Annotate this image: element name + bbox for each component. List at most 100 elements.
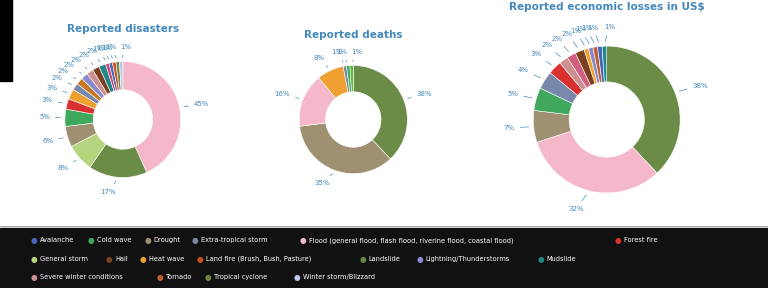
Text: Flood (general flood, flash flood, riverine flood, coastal flood): Flood (general flood, flash flood, river… xyxy=(309,237,513,244)
Text: ●: ● xyxy=(197,255,204,264)
Text: 16%: 16% xyxy=(274,92,299,98)
Text: Mudslide: Mudslide xyxy=(547,256,577,262)
Text: Land fire (Brush, Bush, Pasture): Land fire (Brush, Bush, Pasture) xyxy=(206,256,311,262)
Text: 2%: 2% xyxy=(551,36,568,52)
Wedge shape xyxy=(537,131,657,193)
Text: 38%: 38% xyxy=(680,83,708,91)
Text: 2%: 2% xyxy=(58,68,76,79)
Wedge shape xyxy=(319,66,348,98)
Text: 1%: 1% xyxy=(92,46,105,60)
Text: 1%: 1% xyxy=(581,25,594,43)
Text: 8%: 8% xyxy=(58,160,76,171)
Text: Extra-tropical storm: Extra-tropical storm xyxy=(201,238,268,243)
Text: 1%: 1% xyxy=(587,25,598,42)
Wedge shape xyxy=(65,123,97,147)
Text: 1%: 1% xyxy=(604,24,615,41)
Text: Tornado: Tornado xyxy=(166,274,193,280)
Wedge shape xyxy=(575,50,595,86)
Wedge shape xyxy=(65,109,94,126)
Wedge shape xyxy=(99,64,114,92)
Wedge shape xyxy=(109,62,118,91)
Wedge shape xyxy=(66,99,95,114)
Text: 5%: 5% xyxy=(507,91,531,98)
Wedge shape xyxy=(68,90,98,109)
Text: 7%: 7% xyxy=(504,125,529,131)
Text: 35%: 35% xyxy=(315,174,333,187)
Text: 2%: 2% xyxy=(78,52,93,65)
Text: 5%: 5% xyxy=(39,114,61,120)
Text: Severe winter conditions: Severe winter conditions xyxy=(40,274,123,280)
Wedge shape xyxy=(534,88,573,115)
Wedge shape xyxy=(343,66,349,92)
Wedge shape xyxy=(533,110,571,142)
Text: Heat wave: Heat wave xyxy=(149,256,184,262)
Wedge shape xyxy=(78,79,102,101)
Text: ●: ● xyxy=(293,272,300,282)
Text: 1%: 1% xyxy=(332,49,343,62)
Wedge shape xyxy=(106,63,116,91)
Wedge shape xyxy=(73,84,100,104)
Text: Lightning/Thunderstorms: Lightning/Thunderstorms xyxy=(425,256,510,262)
Text: 2%: 2% xyxy=(71,56,87,69)
Text: 1%: 1% xyxy=(336,49,347,62)
Text: ●: ● xyxy=(31,272,38,282)
Wedge shape xyxy=(540,73,578,103)
Text: Avalanche: Avalanche xyxy=(40,238,74,243)
Wedge shape xyxy=(346,65,352,92)
Text: 2%: 2% xyxy=(64,62,81,73)
Text: ●: ● xyxy=(144,236,151,245)
Text: General storm: General storm xyxy=(40,256,88,262)
Wedge shape xyxy=(568,53,591,88)
Wedge shape xyxy=(588,48,600,83)
Text: 1%: 1% xyxy=(101,45,113,58)
Text: ●: ● xyxy=(614,236,621,245)
Text: 3%: 3% xyxy=(531,51,551,65)
Wedge shape xyxy=(116,62,121,90)
Text: Cold wave: Cold wave xyxy=(97,238,131,243)
Wedge shape xyxy=(71,133,106,167)
Text: ●: ● xyxy=(31,236,38,245)
Wedge shape xyxy=(123,62,180,173)
Text: 32%: 32% xyxy=(568,195,586,212)
Text: 8%: 8% xyxy=(313,55,328,67)
Text: ●: ● xyxy=(204,272,211,282)
Wedge shape xyxy=(300,123,390,174)
Text: ●: ● xyxy=(31,255,38,264)
Text: 1%: 1% xyxy=(97,45,109,59)
Text: Landslide: Landslide xyxy=(369,256,401,262)
Wedge shape xyxy=(560,58,587,90)
Wedge shape xyxy=(584,48,598,84)
Wedge shape xyxy=(353,65,407,159)
Text: ●: ● xyxy=(106,255,113,264)
Wedge shape xyxy=(350,65,353,92)
Wedge shape xyxy=(550,63,583,96)
Text: ●: ● xyxy=(416,255,423,264)
Text: 1%: 1% xyxy=(575,26,589,43)
Text: 2%: 2% xyxy=(541,42,561,57)
Text: 38%: 38% xyxy=(408,92,432,98)
Text: 1%: 1% xyxy=(570,28,584,45)
Wedge shape xyxy=(90,144,147,177)
Text: 3%: 3% xyxy=(41,97,63,103)
Text: Hail: Hail xyxy=(115,256,128,262)
Text: ●: ● xyxy=(157,272,164,282)
Text: 1%: 1% xyxy=(121,44,132,58)
Text: ●: ● xyxy=(359,255,366,264)
Text: Tropical cyclone: Tropical cyclone xyxy=(214,274,266,280)
Wedge shape xyxy=(112,62,119,90)
Wedge shape xyxy=(593,47,602,83)
Text: 17%: 17% xyxy=(101,181,116,195)
Title: Reported economic losses in US$: Reported economic losses in US$ xyxy=(509,2,704,12)
Text: 45%: 45% xyxy=(184,101,210,107)
Text: ●: ● xyxy=(88,236,94,245)
Text: 2%: 2% xyxy=(52,75,71,85)
Text: 4%: 4% xyxy=(518,67,541,78)
Text: 2%: 2% xyxy=(561,31,578,47)
Title: Reported deaths: Reported deaths xyxy=(304,30,402,40)
Wedge shape xyxy=(602,46,607,82)
Text: ●: ● xyxy=(140,255,147,264)
Wedge shape xyxy=(93,67,111,94)
Text: ●: ● xyxy=(300,236,306,245)
Wedge shape xyxy=(607,46,680,173)
Text: 3%: 3% xyxy=(46,85,67,93)
